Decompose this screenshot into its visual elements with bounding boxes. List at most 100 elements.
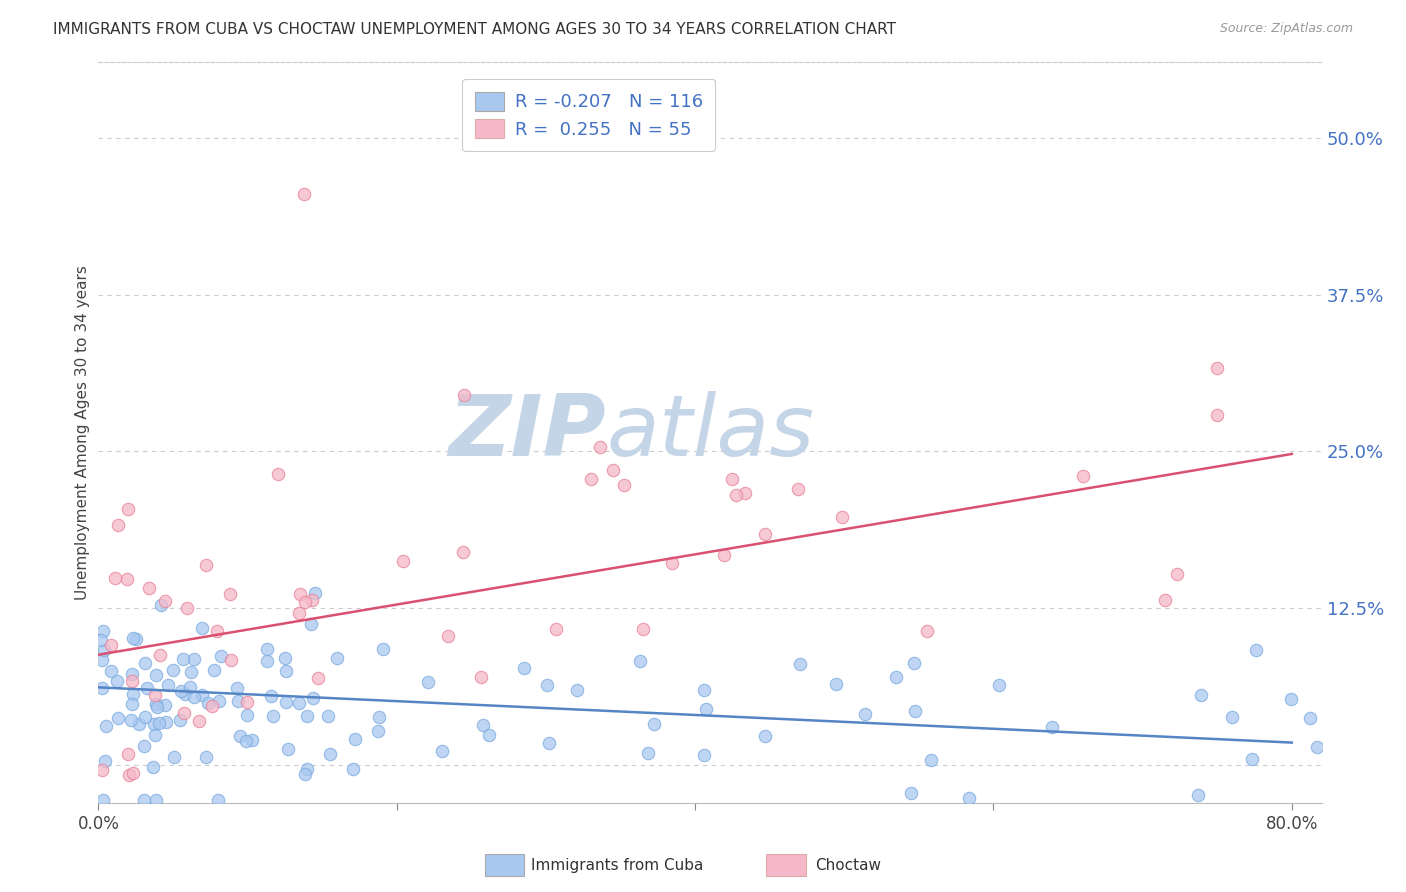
Point (831, 510, 853, 524)
Point (538, 736, 561, 750)
Point (288, 607, 311, 621)
Point (188, 714, 211, 728)
Point (1206, 408, 1229, 422)
Point (368, 710, 391, 724)
Point (162, 663, 184, 677)
Point (174, 687, 197, 701)
Point (122, 631, 145, 645)
Point (226, 681, 249, 695)
Point (1206, 360, 1229, 375)
Point (125, 632, 148, 646)
Point (721, 472, 744, 486)
Point (205, 624, 228, 639)
Point (276, 664, 298, 678)
Point (884, 670, 907, 684)
Point (132, 739, 155, 753)
Point (94, 719, 117, 733)
Point (191, 689, 214, 703)
Point (143, 689, 166, 703)
Point (194, 558, 217, 572)
Point (149, 599, 172, 613)
Point (219, 587, 242, 601)
Point (392, 554, 415, 568)
Point (156, 678, 179, 692)
Point (536, 678, 558, 692)
Point (277, 742, 299, 756)
Point (567, 683, 589, 698)
Point (418, 674, 440, 689)
Point (1299, 711, 1322, 725)
Point (318, 708, 340, 723)
Legend: R = -0.207   N = 116, R =  0.255   N = 55: R = -0.207 N = 116, R = 0.255 N = 55 (463, 78, 716, 151)
Point (153, 698, 176, 713)
Point (91, 793, 114, 807)
Text: Choctaw: Choctaw (815, 858, 882, 872)
Point (163, 749, 186, 764)
Point (121, 687, 143, 701)
Point (513, 661, 536, 675)
Point (589, 441, 612, 455)
Point (754, 729, 776, 743)
Point (631, 622, 654, 636)
Point (294, 767, 316, 781)
Point (1166, 567, 1188, 582)
Point (1040, 720, 1063, 734)
Point (301, 691, 323, 706)
Point (319, 747, 342, 762)
Point (107, 518, 129, 533)
Point (93, 643, 115, 657)
Point (853, 706, 876, 721)
Point (754, 527, 776, 541)
Point (1187, 788, 1209, 802)
Point (105, 673, 128, 688)
Point (478, 728, 501, 742)
Point (1241, 752, 1264, 766)
Point (295, 709, 318, 723)
Point (100, 665, 122, 679)
Point (789, 657, 811, 671)
Point (371, 642, 394, 657)
Point (235, 734, 257, 748)
Point (262, 709, 284, 723)
Point (1279, 692, 1302, 706)
Point (197, 697, 219, 711)
Point (734, 486, 756, 500)
Point (173, 706, 195, 720)
Point (202, 663, 225, 677)
Point (121, 667, 143, 681)
Point (194, 749, 217, 764)
Point (240, 732, 263, 747)
Point (307, 671, 329, 685)
Point (209, 648, 232, 663)
Point (145, 699, 167, 714)
Point (155, 715, 177, 730)
Point (904, 704, 927, 718)
Point (299, 616, 322, 631)
Point (145, 793, 167, 807)
Point (172, 652, 194, 666)
Point (957, 790, 980, 805)
Point (122, 765, 145, 780)
Point (121, 697, 143, 711)
Text: ZIP: ZIP (449, 391, 606, 475)
Point (294, 595, 316, 609)
Point (451, 544, 474, 558)
Point (91, 653, 114, 667)
Point (326, 651, 349, 665)
Point (134, 709, 156, 723)
Point (903, 656, 925, 670)
Point (94, 754, 117, 768)
Point (900, 786, 922, 800)
Point (430, 743, 453, 757)
Point (100, 638, 122, 652)
Point (274, 651, 297, 665)
Point (1222, 709, 1244, 723)
Point (301, 592, 323, 607)
Point (183, 652, 205, 666)
Point (143, 716, 166, 731)
Point (437, 629, 460, 643)
Point (107, 711, 129, 725)
Point (824, 677, 846, 691)
Point (342, 762, 364, 776)
Point (120, 713, 142, 727)
